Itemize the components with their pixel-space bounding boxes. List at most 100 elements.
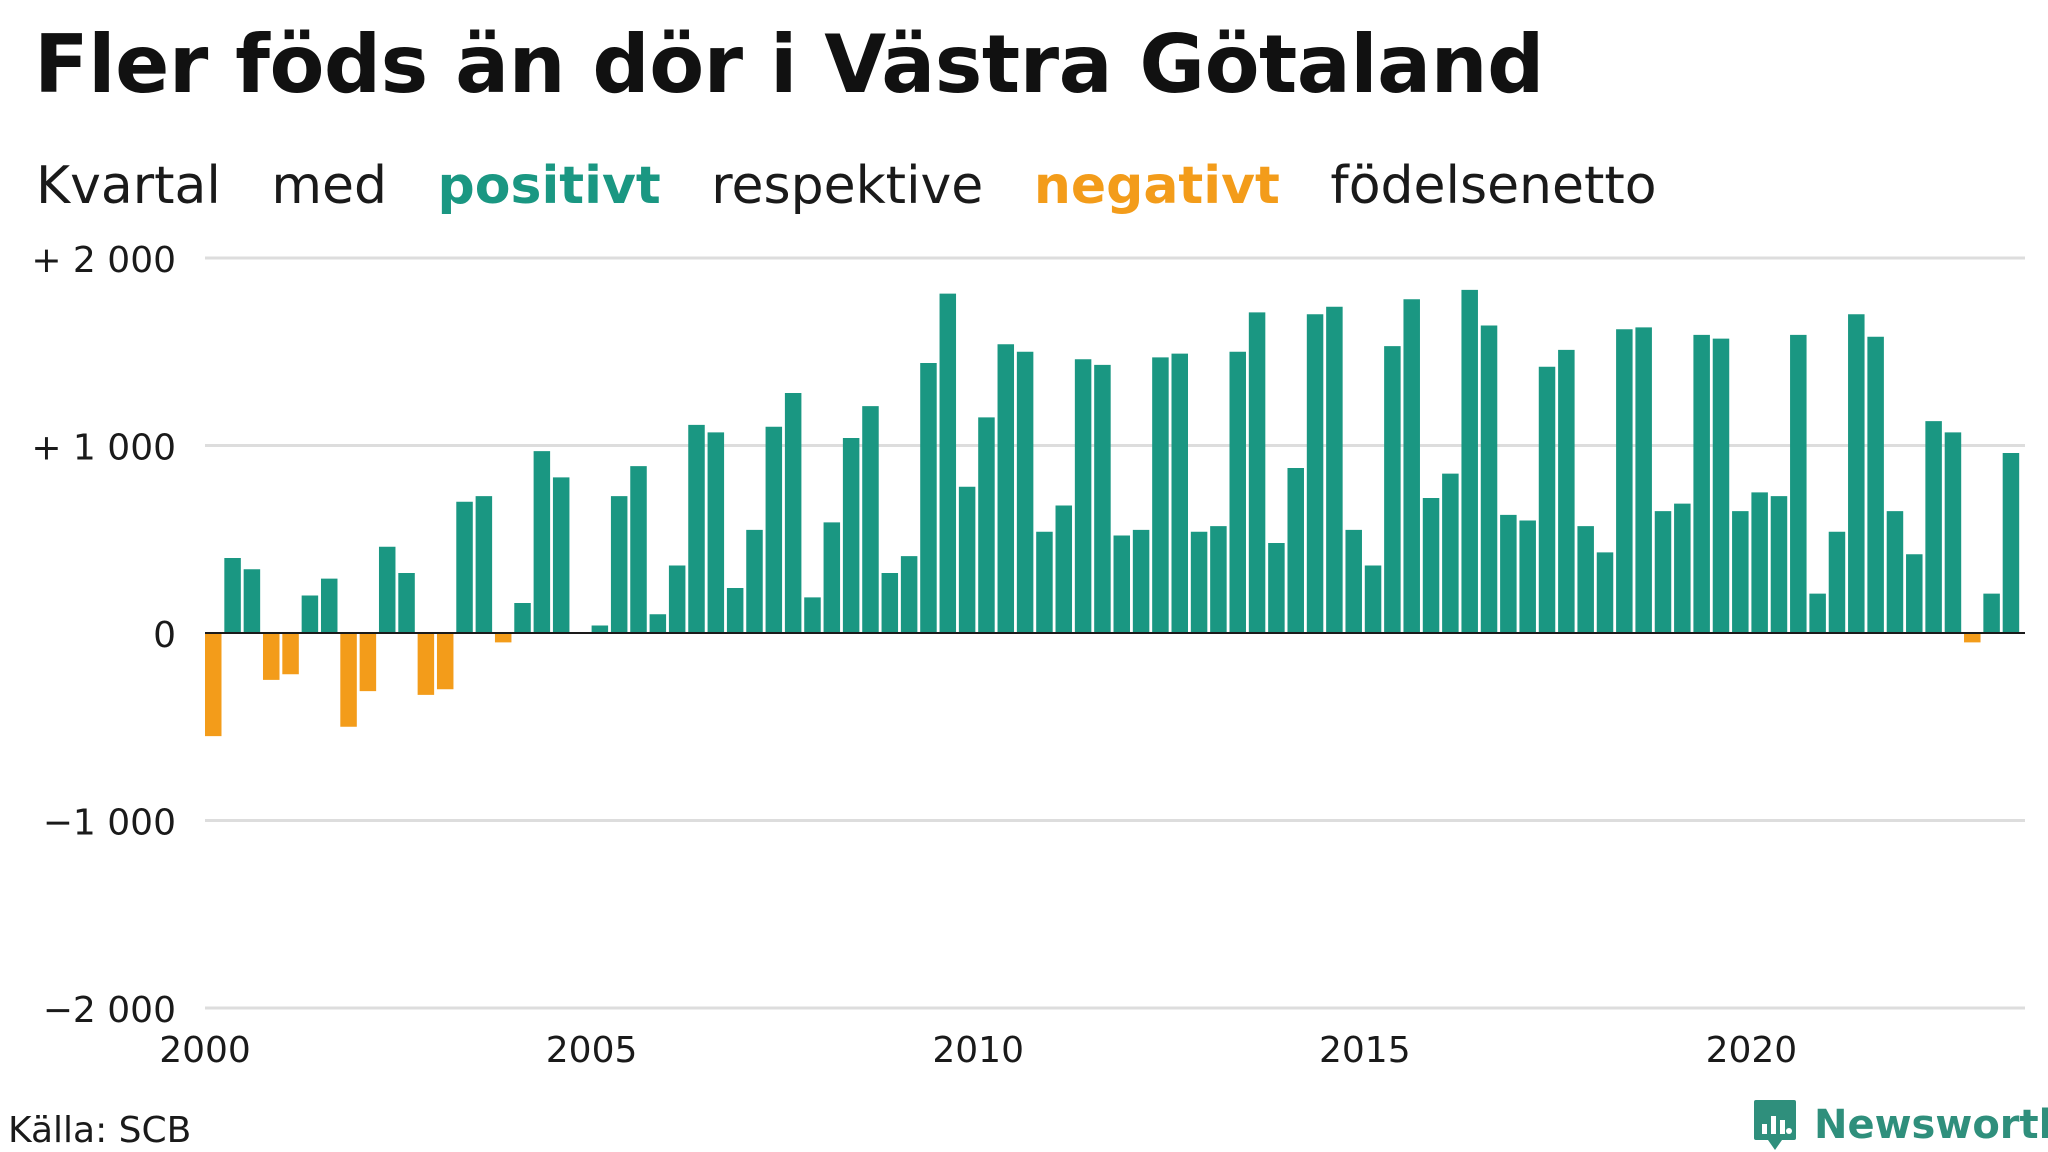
bar xyxy=(784,393,802,633)
bar xyxy=(1326,306,1343,633)
chart-subtitle: Kvartal med positivt respektive negativt… xyxy=(36,156,1691,216)
bar xyxy=(1210,526,1227,634)
bar xyxy=(1364,565,1382,633)
bar xyxy=(900,556,918,634)
x-tick-label: 2005 xyxy=(546,1030,638,1071)
bar xyxy=(688,424,705,634)
bar xyxy=(1616,329,1633,633)
bar xyxy=(1596,552,1614,634)
bar xyxy=(1248,312,1266,634)
bar-chart-badge-icon xyxy=(1754,1100,1796,1150)
bar xyxy=(1403,299,1420,633)
bar xyxy=(1036,531,1053,633)
bar xyxy=(707,432,725,634)
bar xyxy=(205,633,222,737)
y-tick-label: + 2 000 xyxy=(31,240,176,281)
bar xyxy=(997,344,1015,633)
bar xyxy=(1635,327,1652,634)
bar xyxy=(765,426,783,633)
y-tick-label: −2 000 xyxy=(43,990,176,1031)
bar xyxy=(1828,531,1846,633)
bar xyxy=(282,633,299,675)
subtitle-word: respektive xyxy=(711,156,984,216)
bar xyxy=(726,588,744,633)
bar xyxy=(1055,505,1073,633)
bar xyxy=(881,573,899,633)
bar xyxy=(1171,353,1188,634)
bar xyxy=(1287,468,1304,633)
bar xyxy=(1016,351,1034,633)
subtitle-positive-label: positivt xyxy=(437,156,661,216)
bar xyxy=(1094,364,1111,634)
bar xyxy=(1848,314,1865,633)
bar xyxy=(920,363,937,633)
bar xyxy=(243,569,261,633)
bar xyxy=(359,633,377,692)
bar xyxy=(668,565,686,633)
bar xyxy=(1132,529,1150,634)
bar xyxy=(958,486,976,633)
bar xyxy=(1732,511,1749,634)
bar xyxy=(1674,503,1691,634)
bar xyxy=(1306,314,1324,633)
bar xyxy=(1925,421,1942,634)
x-tick-label: 2000 xyxy=(159,1030,251,1071)
bar xyxy=(436,633,454,690)
bar xyxy=(1461,289,1478,634)
bar xyxy=(378,546,396,633)
bar xyxy=(1074,359,1092,633)
bar xyxy=(1886,511,1904,634)
bar xyxy=(514,603,531,633)
bar xyxy=(823,522,841,634)
bar xyxy=(1770,496,1788,634)
bar xyxy=(1480,325,1498,633)
y-tick-label: + 1 000 xyxy=(31,428,176,469)
x-tick-label: 2010 xyxy=(932,1030,1024,1071)
bar xyxy=(1519,520,1536,633)
bar xyxy=(939,293,957,634)
subtitle-word: Kvartal xyxy=(36,156,221,216)
x-tick-label: 2020 xyxy=(1706,1030,1798,1071)
bar xyxy=(262,633,280,680)
bar xyxy=(475,496,493,634)
subtitle-word: födelsenetto xyxy=(1330,156,1657,216)
bar xyxy=(1867,336,1884,633)
bar xyxy=(1906,554,1923,633)
bar xyxy=(533,451,551,634)
bar xyxy=(417,633,435,695)
bar xyxy=(978,417,995,634)
bar xyxy=(1152,357,1169,634)
bar xyxy=(1577,526,1594,634)
bar xyxy=(1693,334,1710,634)
bar xyxy=(1229,351,1246,633)
bar xyxy=(1654,511,1672,634)
bar xyxy=(224,558,241,633)
bar xyxy=(2002,453,2020,633)
bar xyxy=(1345,529,1362,634)
bar xyxy=(1422,498,1440,633)
bar xyxy=(1751,492,1768,634)
bar xyxy=(320,578,338,634)
bar xyxy=(301,595,319,633)
bar xyxy=(610,496,628,634)
bar xyxy=(630,466,647,634)
bar xyxy=(1538,366,1556,633)
bar xyxy=(746,529,763,634)
bar xyxy=(1190,531,1208,633)
brand-name: Newsworthy xyxy=(1814,1102,2048,1148)
bar xyxy=(1268,543,1285,633)
bar xyxy=(1500,514,1517,634)
bar xyxy=(340,633,357,727)
bar xyxy=(494,633,512,643)
bar xyxy=(1964,633,1981,643)
bar xyxy=(1790,334,1807,634)
y-tick-label: 0 xyxy=(153,615,176,656)
subtitle-word: med xyxy=(271,156,388,216)
bar xyxy=(1983,593,2000,634)
bar xyxy=(842,438,860,633)
bar xyxy=(649,614,667,633)
bar xyxy=(591,625,609,633)
brand-logo: Newsworthy xyxy=(1752,1098,2048,1152)
